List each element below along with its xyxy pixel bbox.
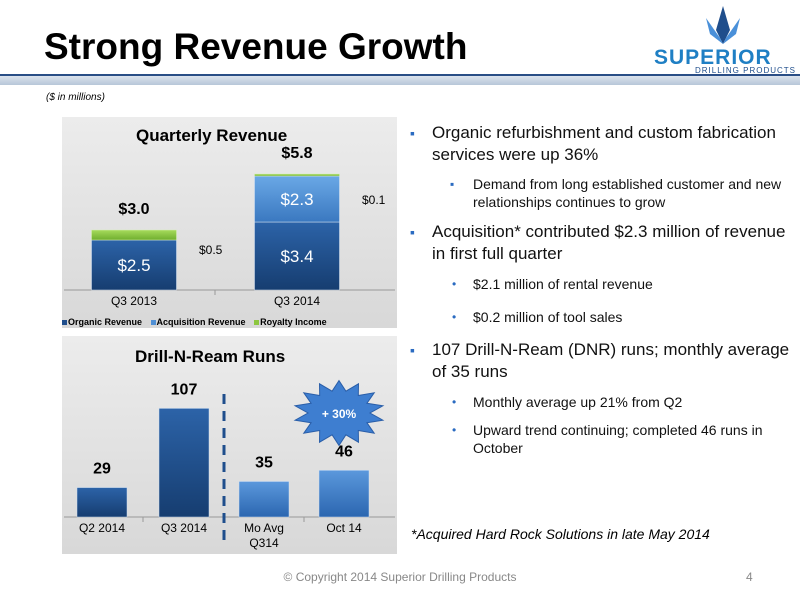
- dnr-bar: [76, 487, 128, 518]
- legend-label-organic: Organic Revenue: [68, 317, 143, 327]
- revenue-label-organic: $2.5: [117, 256, 150, 275]
- revenue-legend: Organic Revenue Acquisition Revenue Roya…: [62, 317, 333, 327]
- bullet-list: Organic refurbishment and custom fabrica…: [410, 122, 795, 457]
- sub-bullet-monthly-average: Monthly average up 21% from Q2: [410, 393, 795, 411]
- bullet-organic: Organic refurbishment and custom fabrica…: [410, 122, 795, 166]
- dnr-bar: [238, 481, 290, 518]
- title-divider: [0, 75, 800, 85]
- copyright-footer: © Copyright 2014 Superior Drilling Produ…: [283, 570, 517, 584]
- dnr-bar: [318, 470, 370, 518]
- revenue-bar-royalty: [91, 229, 177, 241]
- bullet-acquisition: Acquisition* contributed $2.3 million of…: [410, 221, 795, 265]
- revenue-bar-organic: [91, 239, 177, 291]
- revenue-label-royalty: $0.5: [199, 243, 223, 257]
- dnr-runs-panel: [62, 336, 397, 554]
- dnr-runs-title: Drill-N-Ream Runs: [135, 347, 286, 366]
- footnote: *Acquired Hard Rock Solutions in late Ma…: [411, 526, 710, 542]
- growth-callout-starburst: [293, 379, 385, 447]
- revenue-label-organic: $3.4: [280, 247, 313, 266]
- dnr-category-label: Mo Avg: [244, 521, 284, 535]
- legend-label-acquisition: Acquisition Revenue: [156, 317, 246, 327]
- revenue-category-label: Q3 2014: [274, 294, 320, 308]
- quarterly-revenue-title: Quarterly Revenue: [136, 126, 288, 145]
- revenue-total-label: $3.0: [118, 201, 149, 218]
- growth-callout-label: + 30%: [322, 407, 357, 421]
- company-logo: SUPERIOR DRILLING PRODUCTS: [648, 4, 798, 75]
- legend-item-royalty: Royalty Income: [254, 317, 327, 327]
- legend-swatch-acquisition: [150, 320, 156, 326]
- revenue-category-label: Q3 2013: [111, 294, 157, 308]
- page-number: 4: [746, 570, 753, 584]
- bullet-dnr-runs: 107 Drill-N-Ream (DNR) runs; monthly ave…: [410, 339, 795, 383]
- sub-bullet-tool-sales: $0.2 million of tool sales: [410, 308, 795, 326]
- legend-item-acquisition: Acquisition Revenue: [150, 317, 246, 327]
- legend-item-organic: Organic Revenue: [62, 317, 142, 327]
- revenue-label-acquisition: $2.3: [280, 190, 313, 209]
- sub-bullet-upward-trend: Upward trend continuing; completed 46 ru…: [410, 421, 795, 457]
- title-divider-line: [0, 74, 800, 76]
- slide-title: Strong Revenue Growth: [44, 26, 468, 67]
- units-note: ($ in millions): [46, 92, 105, 103]
- dnr-category-label: Q314: [249, 536, 279, 550]
- dnr-value-label: 107: [171, 381, 198, 398]
- dnr-category-label: Q3 2014: [161, 521, 207, 535]
- sub-bullet-rental: $2.1 million of rental revenue: [410, 275, 795, 293]
- legend-swatch-royalty: [254, 320, 260, 326]
- logo-subtitle: DRILLING PRODUCTS: [695, 66, 797, 75]
- quarterly-revenue-panel: [62, 117, 397, 328]
- sub-bullet-demand: Demand from long established customer an…: [410, 175, 795, 211]
- dnr-category-label: Q2 2014: [79, 521, 125, 535]
- revenue-total-label: $5.8: [281, 145, 312, 162]
- dnr-value-label: 29: [93, 461, 111, 478]
- dnr-category-label: Oct 14: [326, 521, 362, 535]
- dnr-value-label: 46: [335, 443, 353, 460]
- revenue-label-royalty: $0.1: [362, 193, 386, 207]
- logo-mark-icon: [706, 6, 740, 44]
- revenue-bar-acquisition: [254, 175, 340, 223]
- dnr-bar: [158, 408, 210, 518]
- revenue-bar-organic: [254, 221, 340, 291]
- legend-label-royalty: Royalty Income: [260, 317, 327, 327]
- revenue-bar-royalty: [254, 173, 340, 177]
- dnr-value-label: 35: [255, 454, 273, 471]
- legend-swatch-organic: [62, 320, 67, 326]
- logo-wordmark: SUPERIOR: [654, 46, 772, 69]
